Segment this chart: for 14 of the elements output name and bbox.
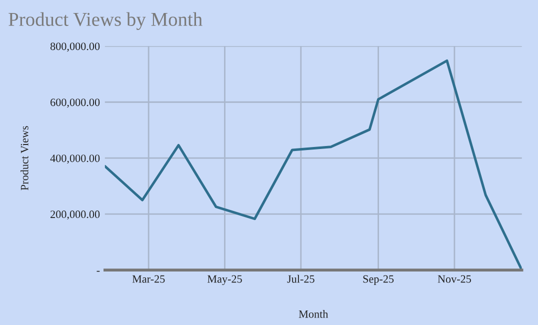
x-tick-label: Mar-25	[132, 275, 165, 283]
line-series	[104, 59, 522, 270]
x-tick-label: Sep-25	[363, 275, 394, 286]
y-tick-label: 400,000.00	[50, 154, 100, 164]
y-tick-label: 800,000.00	[50, 42, 100, 52]
y-tick-label: -	[96, 270, 100, 272]
chart-title: Product Views by Month	[8, 12, 202, 30]
x-tick-label: Nov-25	[438, 275, 471, 283]
x-tick-label: May-25	[207, 275, 242, 286]
y-axis-title: Product Views	[20, 126, 28, 190]
x-tick-label: Jul-25	[287, 274, 314, 283]
y-tick-label: 200,000.00	[50, 210, 100, 220]
x-axis-title: Month	[298, 310, 328, 318]
y-tick-label: 600,000.00	[50, 98, 100, 108]
